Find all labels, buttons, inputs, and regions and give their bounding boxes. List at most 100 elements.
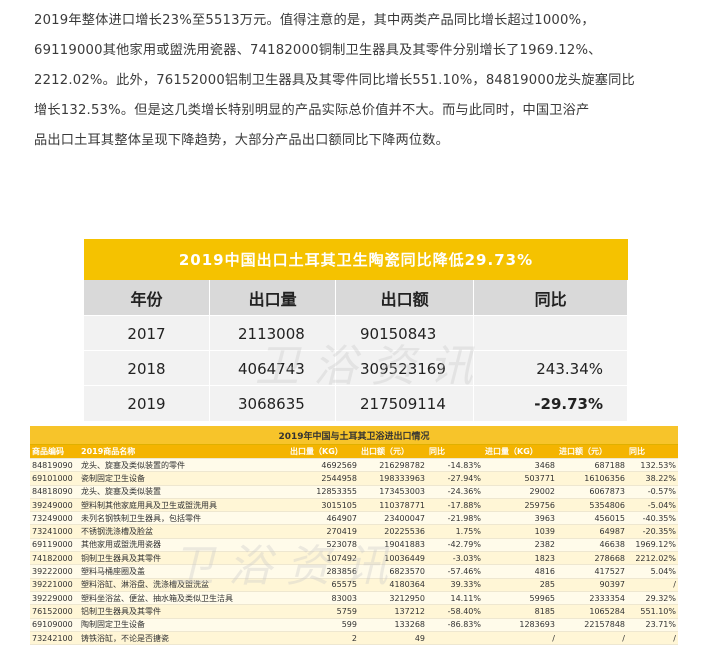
table2-row: 76152000 铝制卫生器具及其零件 5759 137212 -58.40% 8185 1… [30, 605, 678, 619]
table2-cell: 19041883 [384, 540, 425, 550]
table2-cell: 29002 [529, 487, 555, 497]
table2-cell: 5.04% [650, 567, 676, 577]
paragraph-line: 品出口土耳其整体呈现下降趋势，大部分产品出口额同比下降两位数。 [34, 133, 450, 148]
table2-cell: -27.94% [447, 473, 481, 483]
table2-cell: / [552, 633, 555, 643]
table2-row: 84818090 龙头、旋塞及类似装置 12853355 173453003 -24.3… [30, 485, 678, 499]
table2-cell: -0.57% [647, 487, 676, 497]
table1-cell: 2018 [84, 351, 210, 386]
table2-cell: / [673, 633, 676, 643]
table1-title: 2019中国出口土耳其卫生陶瓷同比降低29.73% [84, 239, 628, 280]
table2-cell: 76152000 [32, 606, 73, 616]
table2-cell: 22157848 [584, 620, 625, 630]
table2-cell: 4692569 [321, 460, 357, 470]
table2-row: 69109000 陶制固定卫生设备 599 133268 -86.83% 1283693 2… [30, 618, 678, 632]
table2-cell: 6067873 [589, 487, 625, 497]
table1-header-cell: 出口额 [336, 280, 475, 315]
table2-cell: 1039 [534, 527, 555, 537]
table1-header-cell: 出口量 [210, 280, 337, 315]
table2-cell: 132.53% [640, 460, 676, 470]
table2-cell: 1065284 [589, 606, 625, 616]
table2-cell: 285 [539, 580, 555, 590]
table2-cell: 2333354 [589, 593, 625, 603]
table2-header-cell: 进口额（元） [559, 447, 607, 456]
table2-cell: 417527 [594, 567, 625, 577]
paragraph-line: 69119000其他家用或盥洗用瓷器、74182000铜制卫生器具及其零件分别增… [34, 43, 602, 58]
paragraph-line: 2212.02%。此外，76152000铝制卫生器具及其零件同比增长551.10… [34, 73, 635, 88]
table1-row: 2019 3068635 217509114 -29.73% [84, 385, 628, 421]
table1-row: 2018 4064743 309523169 243.34% [84, 350, 628, 386]
table2-row: 84819090 龙头、旋塞及类似装置的零件 4692569 216298782 -14… [30, 459, 678, 473]
table2-cell: 73242100 [32, 633, 73, 643]
table1-cell: 3068635 [210, 386, 336, 421]
table1-cell [474, 316, 628, 351]
table2-header-cell: 出口量（KG） [290, 447, 343, 456]
table2-cell: / [673, 580, 676, 590]
table2-cell: 599 [341, 620, 357, 630]
table2-cell: -42.79% [447, 540, 481, 550]
table2-cell: 2544958 [321, 473, 357, 483]
table2-cell: 173453003 [379, 487, 425, 497]
paragraph-line: 增长132.53%。但是这几类增长特别明显的产品实际总价值并不大。而与此同时，中… [34, 103, 590, 118]
table2-cell: 216298782 [379, 460, 425, 470]
table2-cell [427, 632, 483, 644]
table2-cell: 铝制卫生器具及其零件 [81, 606, 161, 616]
table2-cell: 39229000 [32, 593, 73, 603]
table2-row: 69119000 其他家用或盥洗用瓷器 523078 19041883 -42.79% 2… [30, 538, 678, 553]
table2-cell: 687188 [594, 460, 625, 470]
table2-cell: 2382 [534, 540, 555, 550]
table2-cell: 23.71% [645, 620, 676, 630]
table1-cell: 2017 [84, 316, 210, 351]
table2-header-cell: 进口量（KG） [485, 447, 538, 456]
table2-cell: 4816 [534, 567, 555, 577]
table2-header-cell: 2019商品名称 [81, 447, 136, 456]
table2-cell: 551.10% [640, 606, 676, 616]
intro-paragraph: 2019年整体进口增长23%至5513万元。值得注意的是，其中两类产品同比增长超… [34, 6, 684, 156]
table2-cell: 69119000 [32, 540, 73, 550]
table2-cell: 259756 [524, 500, 555, 510]
table2-cell: 59965 [529, 593, 555, 603]
table2-row: 39222000 塑料马桶座圈及盖 283856 6823570 -57.46% 4816… [30, 565, 678, 579]
table2-header: 商品编码 2019商品名称 出口量（KG） 出口额（元） 同比 进口量（KG） … [30, 445, 678, 459]
table2-cell: 2212.02% [635, 553, 676, 563]
table2-cell: 49 [414, 633, 425, 643]
table2-cell: 64987 [599, 527, 625, 537]
table2-cell: 270419 [326, 527, 357, 537]
table2-cell: 5354806 [589, 500, 625, 510]
table2-cell: 73249000 [32, 513, 73, 523]
table2-cell: 1283693 [519, 620, 555, 630]
table2-cell: 12853355 [316, 487, 357, 497]
table2-header-cell: 同比 [429, 447, 445, 456]
table2-cell: 铜制卫生器具及其零件 [81, 553, 161, 563]
table2-row: 39229000 塑料坐浴盆、便盆、抽水箱及类似卫生洁具 83003 3212950 1… [30, 591, 678, 606]
table2: 2019年中国与土耳其卫浴进出口情况 商品编码 2019商品名称 出口量（KG）… [30, 426, 678, 646]
table2-cell: / [622, 633, 625, 643]
table2-cell: 69109000 [32, 620, 73, 630]
table2-header-cell: 同比 [629, 447, 645, 456]
table2-cell: 29.32% [645, 593, 676, 603]
table2-body: 84819090 龙头、旋塞及类似装置的零件 4692569 216298782 -14… [30, 459, 678, 646]
table2-cell: 38.22% [645, 473, 676, 483]
table1-header-cell: 同比 [474, 280, 629, 315]
table2-cell: 10036449 [384, 553, 425, 563]
table2-cell: 塑料制其他家庭用具及卫生或盥洗用具 [81, 500, 217, 510]
table2-cell: 39221000 [32, 580, 73, 590]
table2-cell: 283856 [326, 567, 357, 577]
table2-cell: 503771 [524, 473, 555, 483]
table2-cell: 90397 [599, 580, 625, 590]
table2-cell: 塑料浴缸、淋浴盘、洗涤槽及盥洗盆 [81, 580, 209, 590]
table2-cell: -58.40% [447, 606, 481, 616]
table2-cell: 3468 [534, 460, 555, 470]
table2-cell: 1823 [534, 553, 555, 563]
table2-cell: 未列名钢铁制卫生器具，包括零件 [81, 513, 201, 523]
table2-cell: 6823570 [389, 567, 425, 577]
table2-cell: 3015105 [321, 500, 357, 510]
table2-cell: 74182000 [32, 553, 73, 563]
table2-cell: -24.36% [447, 487, 481, 497]
table2-cell: 龙头、旋塞及类似装置的零件 [81, 460, 185, 470]
table2-cell: 塑料坐浴盆、便盆、抽水箱及类似卫生洁具 [81, 593, 233, 603]
table1-cell-negative: -29.73% [474, 386, 628, 421]
table2-cell: 137212 [394, 606, 425, 616]
table2-cell: 278668 [594, 553, 625, 563]
table1-cell: 2019 [84, 386, 210, 421]
